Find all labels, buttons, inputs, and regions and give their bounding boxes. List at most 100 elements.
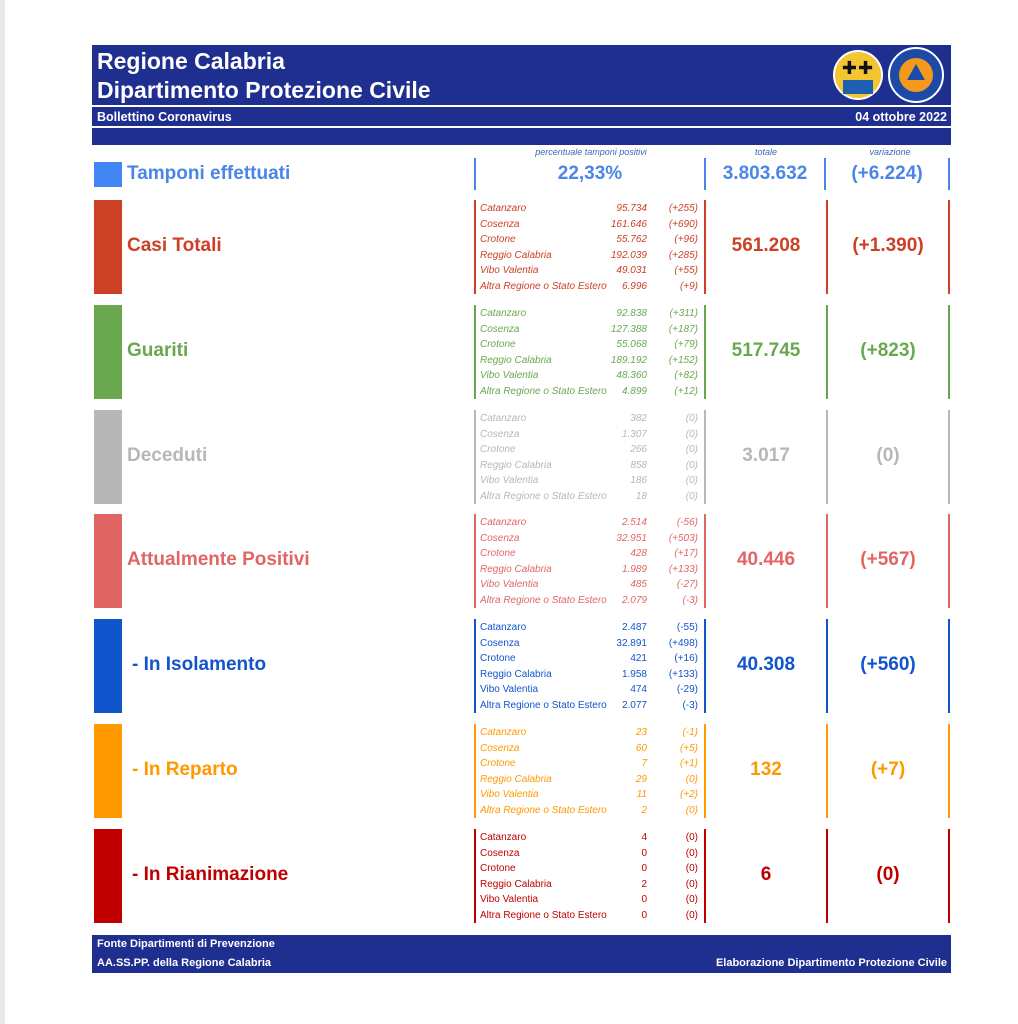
column-separator bbox=[826, 514, 828, 608]
province-delta: (+2) bbox=[679, 789, 698, 800]
header-title-region: Regione Calabria bbox=[97, 48, 285, 74]
column-separator bbox=[474, 158, 476, 190]
province-name: Reggio Calabria bbox=[480, 564, 552, 575]
province-name: Altra Regione o Stato Estero bbox=[480, 595, 607, 606]
province-value: 189.192 bbox=[610, 355, 647, 366]
column-separator bbox=[474, 724, 476, 818]
province-name: Catanzaro bbox=[480, 832, 527, 843]
province-value: 421 bbox=[630, 653, 647, 664]
province-name: Vibo Valentia bbox=[480, 265, 539, 276]
category-total: 40.308 bbox=[736, 654, 796, 675]
province-delta: (-56) bbox=[676, 517, 698, 528]
category-label: Deceduti bbox=[127, 445, 208, 466]
province-value: 2.077 bbox=[621, 700, 647, 711]
province-value: 1.307 bbox=[621, 429, 647, 440]
province-name: Reggio Calabria bbox=[480, 879, 552, 890]
province-name: Vibo Valentia bbox=[480, 370, 539, 381]
category-label: Casi Totali bbox=[127, 235, 222, 256]
category-color-bar bbox=[94, 200, 122, 294]
province-delta: (+152) bbox=[668, 355, 698, 366]
column-header-variation: variazione bbox=[869, 147, 911, 157]
column-separator bbox=[704, 410, 706, 504]
category-total: 561.208 bbox=[731, 235, 801, 256]
province-delta: (0) bbox=[685, 475, 698, 486]
province-delta: (0) bbox=[685, 413, 698, 424]
province-delta: (+1) bbox=[679, 758, 698, 769]
province-value: 858 bbox=[630, 460, 647, 471]
category-block: Casi Totali Catanzaro 95.734 (+255) Cosenza 1… bbox=[0, 200, 1018, 294]
province-delta: (+187) bbox=[668, 324, 698, 335]
province-value: 60 bbox=[635, 743, 647, 754]
category-variation: (+1.390) bbox=[852, 235, 924, 256]
province-delta: (+12) bbox=[674, 386, 698, 397]
province-value: 0 bbox=[641, 863, 647, 874]
source-line-1: Fonte Dipartimenti di Prevenzione bbox=[97, 938, 275, 950]
province-delta: (0) bbox=[685, 774, 698, 785]
province-value: 11 bbox=[636, 789, 647, 800]
column-separator bbox=[948, 829, 950, 923]
column-separator bbox=[826, 619, 828, 713]
province-name: Altra Regione o Stato Estero bbox=[480, 491, 607, 502]
province-delta: (+96) bbox=[674, 234, 698, 245]
province-value: 32.891 bbox=[616, 638, 647, 649]
category-block: - In Isolamento Catanzaro 2.487 (-55) Cosenz… bbox=[0, 619, 1018, 713]
province-delta: (0) bbox=[685, 848, 698, 859]
province-name: Catanzaro bbox=[480, 517, 527, 528]
column-separator bbox=[704, 158, 706, 190]
category-variation: (+567) bbox=[860, 549, 916, 570]
province-value: 23 bbox=[635, 727, 647, 738]
province-value: 485 bbox=[630, 579, 647, 590]
elaboration-credit: Elaborazione Dipartimento Protezione Civ… bbox=[715, 957, 947, 969]
province-delta: (+17) bbox=[674, 548, 698, 559]
province-value: 428 bbox=[630, 548, 647, 559]
category-label: - In Rianimazione bbox=[132, 864, 289, 885]
category-label: Attualmente Positivi bbox=[127, 549, 310, 570]
column-separator bbox=[704, 724, 706, 818]
province-delta: (-1) bbox=[682, 727, 698, 738]
category-label: - In Isolamento bbox=[132, 654, 267, 675]
column-separator bbox=[826, 200, 828, 294]
province-delta: (0) bbox=[685, 429, 698, 440]
column-separator bbox=[824, 158, 826, 190]
province-value: 2 bbox=[641, 805, 647, 816]
province-value: 1.989 bbox=[621, 564, 647, 575]
province-delta: (0) bbox=[685, 491, 698, 502]
province-value: 474 bbox=[630, 684, 647, 695]
province-value: 0 bbox=[641, 894, 647, 905]
province-value: 2.079 bbox=[621, 595, 647, 606]
category-block: Attualmente Positivi Catanzaro 2.514 (-56) C… bbox=[0, 514, 1018, 608]
tamponi-variation: (+6.224) bbox=[851, 163, 923, 184]
province-value: 55.068 bbox=[616, 339, 647, 350]
column-separator bbox=[704, 514, 706, 608]
province-delta: (+133) bbox=[668, 669, 698, 680]
tamponi-positive-percent: 22,33% bbox=[557, 163, 623, 184]
province-delta: (+311) bbox=[669, 308, 698, 319]
province-delta: (0) bbox=[685, 894, 698, 905]
province-name: Altra Regione o Stato Estero bbox=[480, 805, 607, 816]
province-delta: (-27) bbox=[676, 579, 698, 590]
province-delta: (+16) bbox=[674, 653, 698, 664]
category-variation: (+560) bbox=[860, 654, 916, 675]
province-value: 192.039 bbox=[610, 250, 647, 261]
province-value: 2.487 bbox=[621, 622, 647, 633]
category-block: Deceduti Catanzaro 382 (0) Cosenza 1.307 (0) Cr… bbox=[0, 410, 1018, 504]
category-color-bar bbox=[94, 619, 122, 713]
province-delta: (-3) bbox=[682, 700, 698, 711]
province-name: Cosenza bbox=[480, 533, 520, 544]
province-name: Cosenza bbox=[480, 638, 520, 649]
province-name: Catanzaro bbox=[480, 413, 527, 424]
column-separator bbox=[826, 305, 828, 399]
column-separator bbox=[826, 829, 828, 923]
province-name: Reggio Calabria bbox=[480, 669, 552, 680]
province-name: Altra Regione o Stato Estero bbox=[480, 281, 607, 292]
province-value: 32.951 bbox=[616, 533, 647, 544]
protezione-civile-logo-icon bbox=[888, 47, 944, 103]
column-separator bbox=[948, 200, 950, 294]
header-divider bbox=[92, 105, 951, 107]
province-name: Reggio Calabria bbox=[480, 355, 552, 366]
province-name: Cosenza bbox=[480, 848, 520, 859]
province-value: 2.514 bbox=[621, 517, 647, 528]
category-variation: (0) bbox=[876, 445, 900, 466]
province-value: 7 bbox=[641, 758, 647, 769]
province-value: 266 bbox=[630, 444, 647, 455]
